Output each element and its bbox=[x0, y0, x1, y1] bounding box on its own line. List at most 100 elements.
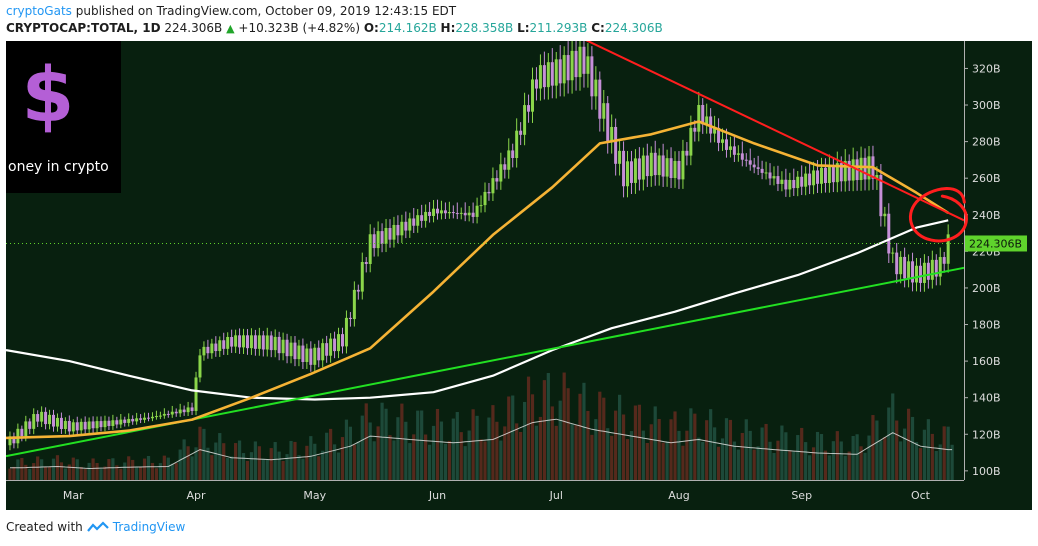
candle-body bbox=[816, 170, 820, 184]
x-tick-label: Oct bbox=[911, 489, 931, 502]
volume-bar bbox=[499, 440, 503, 480]
volume-bar bbox=[784, 432, 788, 480]
volume-bar bbox=[455, 412, 459, 480]
volume-bar bbox=[210, 455, 214, 480]
volume-bar bbox=[851, 435, 855, 480]
volume-bar bbox=[40, 459, 44, 480]
x-tick-label: Mar bbox=[63, 489, 84, 502]
candle-body bbox=[542, 65, 546, 88]
volume-bar bbox=[705, 420, 709, 480]
volume-bar bbox=[412, 434, 416, 480]
candle-body bbox=[918, 265, 922, 283]
volume-bar bbox=[677, 430, 681, 480]
candle-body bbox=[538, 65, 542, 89]
candle-body bbox=[558, 59, 562, 84]
volume-bar bbox=[574, 425, 578, 480]
candle-body bbox=[819, 167, 823, 184]
volume-bar bbox=[546, 373, 550, 480]
volume-bar bbox=[309, 436, 313, 480]
volume-bar bbox=[942, 426, 946, 480]
volume-bar bbox=[610, 435, 614, 480]
candle-body bbox=[115, 420, 119, 425]
volume-bar bbox=[867, 435, 871, 480]
candle-body bbox=[451, 212, 455, 214]
candle-body bbox=[875, 174, 879, 179]
volume-bars bbox=[8, 372, 954, 480]
hand-drawn-circle-annotation bbox=[909, 187, 968, 243]
volume-bar bbox=[598, 391, 602, 480]
volume-bar bbox=[617, 394, 622, 480]
volume-bar bbox=[138, 466, 143, 480]
volume-bar bbox=[689, 408, 693, 480]
candle-body bbox=[602, 103, 606, 119]
footer: Created with TradingView bbox=[6, 520, 185, 534]
candlesticks bbox=[8, 34, 950, 451]
chart-canvas[interactable]: 100B120B140B160B180B200B220B240B260B280B… bbox=[5, 34, 1032, 510]
candle-body bbox=[59, 417, 63, 429]
tradingview-link[interactable]: TradingView bbox=[112, 520, 186, 534]
volume-bar bbox=[241, 453, 246, 480]
volume-bar bbox=[277, 451, 281, 480]
volume-bar bbox=[459, 432, 463, 480]
author-link[interactable]: cryptoGats bbox=[6, 4, 72, 18]
candle-body bbox=[800, 176, 804, 187]
volume-bar bbox=[621, 414, 626, 480]
volume-bar bbox=[728, 419, 733, 480]
volume-bar bbox=[234, 443, 238, 480]
y-tick-label: 260B bbox=[972, 172, 1001, 185]
candle-body bbox=[487, 191, 491, 194]
candle-body bbox=[760, 168, 764, 173]
y-tick-label: 320B bbox=[972, 62, 1001, 75]
volume-bar bbox=[281, 460, 285, 480]
candle-body bbox=[344, 317, 348, 347]
volume-bar bbox=[526, 376, 531, 480]
volume-bar bbox=[768, 441, 772, 480]
candle-body bbox=[752, 164, 756, 168]
candle-body bbox=[491, 178, 495, 194]
low-value: 211.293B bbox=[529, 21, 588, 35]
volume-bar bbox=[748, 430, 752, 480]
volume-bar bbox=[75, 459, 79, 480]
candle-body bbox=[55, 417, 59, 427]
volume-bar bbox=[226, 457, 230, 480]
volume-bar bbox=[95, 462, 99, 480]
volume-bar bbox=[127, 456, 131, 480]
time-axis[interactable]: Mar Apr May Jun Jul Aug Sep Oct bbox=[6, 480, 964, 503]
volume-bar bbox=[673, 411, 677, 480]
price-axis[interactable]: 100B120B140B160B180B200B220B240B260B280B… bbox=[964, 41, 1027, 480]
candle-body bbox=[242, 335, 246, 348]
candle-body bbox=[546, 62, 550, 88]
volume-bar bbox=[202, 428, 206, 480]
resistance-trendline bbox=[583, 38, 965, 222]
volume-bar bbox=[578, 393, 582, 480]
candle-body bbox=[586, 56, 590, 74]
volume-bar bbox=[701, 441, 705, 480]
candle-body bbox=[174, 411, 178, 414]
volume-bar bbox=[554, 425, 558, 480]
candle-body bbox=[48, 414, 52, 425]
candle-body bbox=[214, 343, 218, 352]
volume-bar bbox=[257, 446, 261, 480]
candle-body bbox=[776, 176, 780, 184]
volume-bar bbox=[32, 463, 36, 480]
volume-bar bbox=[392, 440, 396, 480]
candle-body bbox=[827, 165, 831, 184]
candle-body bbox=[831, 165, 835, 183]
volume-bar bbox=[364, 403, 368, 480]
open-label: O: bbox=[363, 21, 379, 35]
publish-date: published on TradingView.com, October 09… bbox=[75, 4, 457, 18]
volume-bar bbox=[293, 441, 297, 480]
volume-bar bbox=[645, 442, 649, 480]
volume-bar bbox=[926, 419, 930, 480]
volume-bar bbox=[831, 441, 835, 480]
volume-bar bbox=[566, 388, 570, 480]
candle-body bbox=[780, 179, 784, 184]
candle-body bbox=[689, 127, 693, 156]
candle-body bbox=[879, 174, 883, 217]
candle-body bbox=[934, 259, 938, 277]
candle-body bbox=[182, 409, 186, 413]
volume-bar bbox=[55, 455, 60, 480]
candle-body bbox=[289, 342, 293, 357]
price-chart[interactable]: 100B 120B 140B 160B 180B 200B 220B 240B 260B 280B… bbox=[5, 34, 1032, 510]
candle-body bbox=[178, 409, 182, 414]
